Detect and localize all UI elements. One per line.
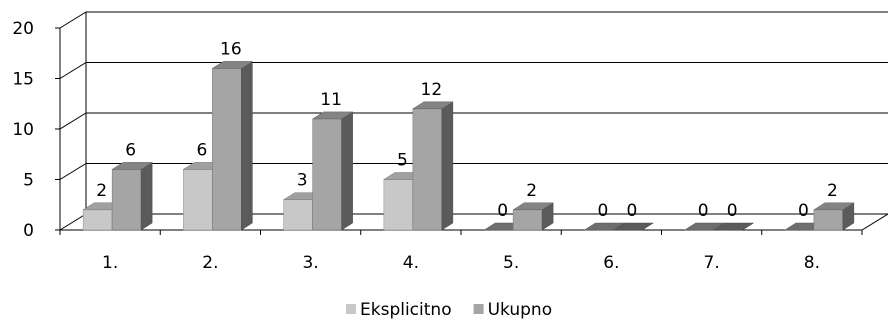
bar-front (111, 169, 142, 231)
data-label: 6 (125, 140, 136, 160)
bar-front (212, 68, 242, 231)
gridline-side-20 (59, 11, 87, 29)
y-tick-label: 10 (12, 120, 34, 140)
x-tick-label: 4. (403, 253, 419, 273)
data-label: 0 (497, 201, 508, 221)
bar-top (813, 202, 855, 211)
x-tick-label: 3. (303, 253, 319, 273)
data-label: 6 (196, 140, 207, 160)
bar-top (111, 162, 153, 170)
x-tick-label: 5. (503, 253, 519, 273)
gridline-side-15 (59, 62, 87, 79)
data-label: 0 (597, 201, 608, 221)
legend-item: Ukupno (473, 300, 553, 320)
gridlines (59, 11, 888, 180)
bar-front (813, 209, 844, 231)
x-tick-label: 1. (102, 253, 118, 273)
legend-item: Eksplicitno (346, 300, 452, 320)
data-label: 0 (727, 201, 738, 221)
legend: Eksplicitno Ukupno (346, 300, 552, 320)
bar-front (183, 169, 213, 231)
gridline-side-5 (59, 163, 87, 180)
bar-top (311, 111, 354, 120)
data-label: 12 (421, 80, 443, 100)
bar (111, 161, 153, 231)
gridline-side-10 (59, 112, 87, 130)
bar (612, 222, 655, 231)
bar (512, 202, 554, 231)
bar-top (211, 61, 254, 69)
bar (311, 111, 354, 231)
bar-front (512, 209, 543, 231)
y-tick-label: 15 (12, 70, 34, 90)
x-tick-label: 8. (804, 253, 820, 273)
bar-front (312, 118, 342, 231)
data-label: 2 (827, 181, 838, 201)
legend-label: Eksplicitno (360, 300, 452, 320)
bar (813, 202, 855, 231)
x-tick-label: 7. (704, 253, 720, 273)
legend-swatch (473, 304, 484, 314)
data-label: 3 (297, 171, 308, 191)
bar (712, 222, 755, 231)
data-label: 11 (320, 90, 342, 110)
data-label: 0 (698, 201, 709, 221)
data-label: 16 (220, 39, 242, 59)
x-tick-label: 6. (603, 253, 619, 273)
bar-side (140, 161, 153, 231)
y-tick-label: 5 (23, 171, 34, 191)
bar-side (241, 60, 253, 231)
y-tick-label: 0 (23, 221, 34, 241)
x-tick-label: 2. (202, 253, 218, 273)
y-tick-label: 20 (12, 19, 34, 39)
bar-side (341, 111, 353, 231)
bar-top (412, 101, 454, 110)
bar-zero (612, 222, 655, 231)
data-label: 2 (526, 181, 537, 201)
legend-label: Ukupno (488, 300, 553, 320)
bar-top (512, 202, 554, 211)
data-label: 5 (397, 151, 408, 171)
data-label: 0 (798, 201, 809, 221)
bar-front (383, 179, 414, 231)
data-label: 2 (96, 181, 107, 201)
bar-front (412, 108, 443, 231)
bar-zero (712, 222, 755, 231)
bar-front (82, 209, 113, 231)
data-label: 0 (626, 201, 637, 221)
bar-side (441, 101, 454, 231)
bars (82, 60, 855, 231)
bar-front (283, 199, 313, 231)
bar (211, 60, 254, 231)
legend-swatch (346, 304, 356, 314)
bar (412, 101, 454, 231)
